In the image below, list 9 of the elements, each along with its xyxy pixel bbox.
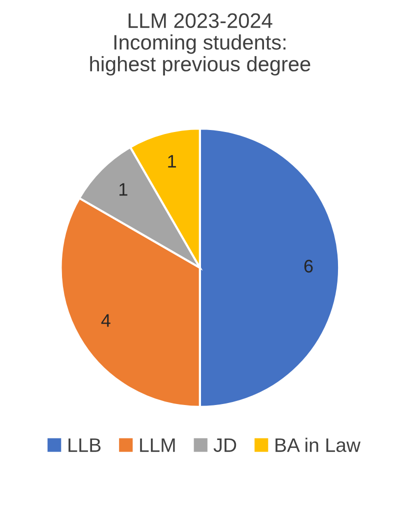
legend-label: BA in Law xyxy=(276,438,361,452)
data-label: 6 xyxy=(304,260,313,273)
legend-label: LLB xyxy=(68,438,101,452)
legend-label: JD xyxy=(214,438,236,452)
data-label: 4 xyxy=(101,314,110,327)
data-label: 1 xyxy=(120,183,128,196)
legend-label: LLM xyxy=(140,438,175,452)
data-label: 1 xyxy=(168,155,176,168)
chart-title: LLM 2023-2024 Incoming students: highest previous degree xyxy=(90,13,310,76)
